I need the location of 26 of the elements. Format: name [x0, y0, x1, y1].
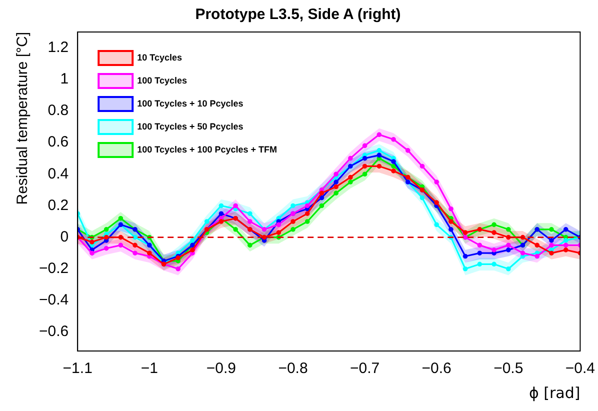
y-tick-label: 0: [60, 228, 69, 246]
y-tick-label: −0.6: [38, 323, 69, 340]
x-axis-title: ϕ [rad]: [528, 384, 580, 402]
x-tick-label: −0.9: [206, 360, 236, 378]
y-tick-label: −0.2: [38, 260, 69, 278]
legend-label: 100 Tcycles + 100 Pcycles + TFM: [137, 144, 278, 154]
x-tick-label: −0.4: [565, 360, 596, 378]
y-tick-label: 0.2: [48, 196, 69, 214]
legend-label: 100 Tcycles: [137, 75, 187, 86]
legend-label: 10 Tcycles: [137, 52, 182, 62]
y-tick-label: 0.8: [48, 102, 69, 120]
x-tick-label: −0.7: [350, 360, 380, 378]
legend-label: 100 Tcycles + 10 Pcycles: [137, 98, 244, 108]
x-tick-label: −1.1: [62, 360, 92, 378]
x-tick-label: −0.8: [278, 360, 308, 378]
y-axis-title: Residual temperature [°C]: [14, 32, 32, 205]
y-tick-label: −0.4: [38, 292, 69, 309]
chart-title: Prototype L3.5, Side A (right): [195, 6, 401, 24]
y-tick-label: 1.2: [48, 38, 69, 56]
y-tick-label: 0.4: [48, 165, 69, 182]
x-tick-label: −0.5: [494, 360, 524, 378]
y-tick-label: 0.6: [48, 134, 69, 151]
legend-label: 100 Tcycles + 50 Pcycles: [137, 121, 244, 132]
x-tick-label: −1: [140, 360, 158, 378]
y-tick-label: 1: [60, 70, 69, 88]
x-tick-label: −0.6: [422, 360, 452, 378]
